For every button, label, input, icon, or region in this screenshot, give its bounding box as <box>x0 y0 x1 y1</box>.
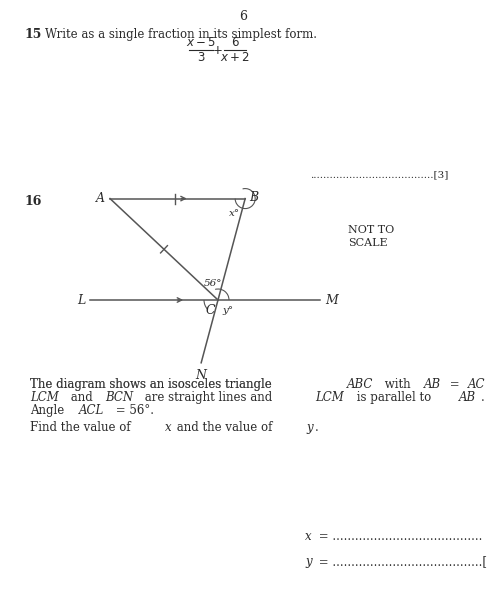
Text: $x+2$: $x+2$ <box>220 51 250 64</box>
Text: with: with <box>381 378 414 391</box>
Text: $x-5$: $x-5$ <box>186 36 216 49</box>
Text: 15: 15 <box>25 28 42 41</box>
Text: C: C <box>206 304 215 317</box>
Text: ACL: ACL <box>79 404 104 417</box>
Text: .: . <box>315 421 318 434</box>
Text: LCM: LCM <box>316 391 344 404</box>
Text: ABC: ABC <box>347 378 373 391</box>
Text: A: A <box>96 192 105 205</box>
Text: y: y <box>305 555 312 568</box>
Text: Write as a single fraction in its simplest form.: Write as a single fraction in its simple… <box>45 28 317 41</box>
Text: M: M <box>325 293 338 307</box>
Text: = 56°.: = 56°. <box>112 404 153 417</box>
Text: N: N <box>196 369 206 382</box>
Text: The diagram shows an isosceles triangle: The diagram shows an isosceles triangle <box>30 378 276 391</box>
Text: y: y <box>306 421 313 434</box>
Text: $+$: $+$ <box>212 44 222 56</box>
Text: NOT TO: NOT TO <box>348 225 394 235</box>
Text: The diagram shows an isosceles triangle: The diagram shows an isosceles triangle <box>30 378 276 391</box>
Text: and: and <box>67 391 96 404</box>
Text: x: x <box>305 530 312 543</box>
Text: x°: x° <box>229 209 240 218</box>
Text: are straight lines and: are straight lines and <box>141 391 277 404</box>
Text: ......................................[3]: ......................................[3… <box>310 170 449 179</box>
Text: is parallel to: is parallel to <box>353 391 435 404</box>
Text: AC: AC <box>468 378 486 391</box>
Text: BCN: BCN <box>105 391 133 404</box>
Text: .: . <box>481 391 485 404</box>
Text: $6$: $6$ <box>231 36 240 49</box>
Text: 16: 16 <box>25 195 42 208</box>
Text: B: B <box>249 191 258 204</box>
Text: 56°: 56° <box>204 279 223 288</box>
Text: SCALE: SCALE <box>348 238 388 248</box>
Text: and the value of: and the value of <box>173 421 276 434</box>
Text: AB: AB <box>459 391 476 404</box>
Text: x: x <box>165 421 171 434</box>
Text: Find the value of: Find the value of <box>30 421 134 434</box>
Text: Angle: Angle <box>30 404 68 417</box>
Text: LCM: LCM <box>30 391 59 404</box>
Text: 6: 6 <box>239 10 247 23</box>
Text: $3$: $3$ <box>197 51 205 64</box>
Text: The diagram shows an isosceles triangle                           with      =   : The diagram shows an isosceles triangle … <box>30 378 409 391</box>
Text: AB: AB <box>424 378 441 391</box>
Text: L: L <box>77 293 85 307</box>
Text: = ........................................: = ......................................… <box>315 530 483 543</box>
Text: y°: y° <box>222 306 233 315</box>
Text: = ........................................[4]: = ......................................… <box>315 555 487 568</box>
Text: =: = <box>446 378 463 391</box>
